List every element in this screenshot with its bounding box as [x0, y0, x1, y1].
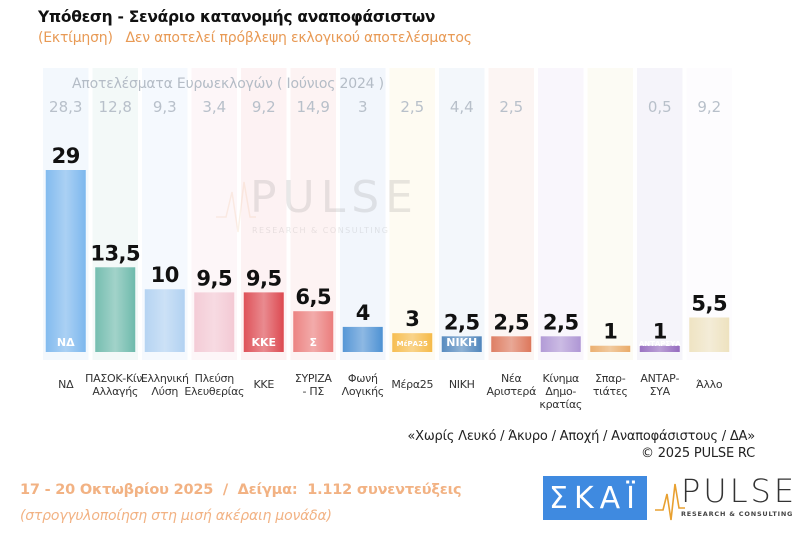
bar-value-label: 9,5: [246, 266, 282, 290]
category-label: Αριστερά: [486, 385, 536, 398]
rounding-note: (στρογγυλοποίηση στη μισή ακέραιη μονάδα…: [20, 508, 332, 524]
column-background: [538, 68, 584, 360]
bar: [639, 345, 680, 352]
column-background: [587, 68, 633, 360]
category-label: ΝΔ: [58, 378, 74, 391]
category-label: Νέα: [501, 372, 522, 385]
bar: [45, 170, 86, 352]
footnote-exclusions: «Χωρίς Λευκό / Άκυρο / Αποχή / Αναποφάσι…: [407, 429, 755, 444]
bar-value-label: 2,5: [444, 310, 480, 334]
survey-dates-sample: 17 - 20 Οκτωβρίου 2025 / Δείγμα: 1.112 σ…: [20, 482, 462, 498]
category-label: Ελληνική: [141, 372, 189, 385]
bar-value-label: 13,5: [90, 241, 140, 265]
pulse-logo-word: PULSE: [681, 472, 798, 510]
bar-value-label: 6,5: [295, 285, 331, 309]
category-label: Λογικής: [342, 385, 384, 398]
euro-value-label: 3: [358, 98, 368, 116]
category-label: Δημο-: [545, 385, 576, 398]
euro-results-title: Αποτελέσματα Ευρωεκλογών ( Ιούνιος 2024 …: [72, 76, 384, 92]
category-label: ΠΑΣΟΚ-Κίν.: [85, 372, 145, 385]
bar: [95, 267, 136, 352]
column-background: [389, 68, 435, 360]
euro-value-label: 4,4: [450, 98, 474, 116]
party-logo: ΜέΡΑ25: [397, 340, 428, 348]
category-label: Σπαρ-: [595, 372, 626, 385]
party-logo: Σ: [309, 336, 317, 349]
bar-value-label: 2,5: [543, 310, 579, 334]
footnote: «Χωρίς Λευκό / Άκυρο / Αποχή / Αναποφάσι…: [407, 428, 755, 462]
column-background: [340, 68, 386, 360]
bar: [293, 311, 334, 352]
bar-value-label: 5,5: [691, 291, 727, 315]
category-label: Άλλο: [696, 378, 723, 391]
watermark-word: PULSE: [250, 172, 419, 223]
euro-value-label: 9,2: [697, 98, 721, 116]
euro-value-label: 2,5: [499, 98, 523, 116]
category-label: Αλλαγής: [92, 385, 138, 398]
pulse-logo-sub: RESEARCH & CONSULTING: [681, 510, 794, 518]
party-logo: ΑΝΤΑΡΣΥΑ: [639, 340, 681, 348]
watermark-sub: RESEARCH & CONSULTING: [252, 226, 390, 235]
category-label: Μέρα25: [391, 378, 433, 391]
bar-value-label: 4: [356, 301, 370, 325]
bar: [491, 336, 532, 352]
party-logo: ΝΔ: [57, 336, 75, 349]
category-label: ΣΥΑ: [650, 385, 671, 398]
category-label: Ελευθερίας: [184, 385, 244, 398]
euro-value-label: 14,9: [297, 98, 330, 116]
euro-value-label: 0,5: [648, 98, 672, 116]
column-background: [637, 68, 683, 360]
category-label: Κίνημα: [542, 372, 579, 385]
euro-value-label: 9,2: [252, 98, 276, 116]
euro-value-label: 28,3: [49, 98, 82, 116]
pulse-wave-icon: [655, 483, 685, 521]
category-label: - ΠΣ: [303, 385, 325, 398]
column-background: [488, 68, 534, 360]
bar-value-label: 3: [405, 307, 419, 331]
party-logo: ΝΙΚΗ: [446, 336, 477, 349]
skai-logo: ΣΚΑΪ: [543, 476, 647, 520]
pulse-logo: PULSE RESEARCH & CONSULTING: [655, 472, 794, 522]
bar: [342, 326, 383, 352]
bar: [441, 336, 482, 352]
euro-value-label: 3,4: [202, 98, 226, 116]
bar: [590, 345, 631, 352]
euro-value-label: 2,5: [400, 98, 424, 116]
bar-value-label: 10: [151, 263, 179, 287]
column-background: [439, 68, 485, 360]
bar-chart: 28,329ΝΔΝΔ12,813,5ΠΑΣΟΚ-Κίν.Αλλαγής9,310…: [43, 68, 732, 411]
bar: [392, 333, 433, 352]
bar: [689, 317, 730, 352]
category-label: Πλεύση: [195, 372, 235, 385]
party-logo: ΚΚΕ: [251, 336, 276, 349]
pulse-watermark: PULSE RESEARCH & CONSULTING: [216, 172, 413, 242]
bar: [243, 292, 284, 352]
footnote-copyright: © 2025 PULSE RC: [640, 446, 755, 461]
bar: [194, 292, 235, 352]
pulse-wave-icon: [216, 181, 256, 233]
category-label: Λύση: [151, 385, 178, 398]
category-label: κρατίας: [539, 398, 582, 411]
euro-value-label: 12,8: [99, 98, 132, 116]
bar-value-label: 29: [52, 144, 80, 168]
category-label: ΑΝΤΑΡ-: [640, 372, 679, 385]
category-label: ΣΥΡΙΖΑ: [295, 372, 333, 385]
category-label: ΚΚΕ: [254, 378, 275, 391]
euro-value-label: 9,3: [153, 98, 177, 116]
chart-subtitle: (Εκτίμηση) Δεν αποτελεί πρόβλεψη εκλογικ…: [38, 30, 472, 46]
bar: [540, 336, 581, 352]
bar-value-label: 9,5: [196, 266, 232, 290]
bar-value-label: 1: [653, 320, 667, 344]
bar-value-label: 2,5: [493, 310, 529, 334]
bar-value-label: 1: [603, 320, 617, 344]
category-label: Φωνή: [348, 372, 378, 385]
bar: [144, 289, 185, 352]
category-label: τιάτες: [593, 385, 628, 398]
chart-title: Υπόθεση - Σενάριο κατανομής αναποφάσιστω…: [38, 8, 436, 26]
category-label: ΝΙΚΗ: [449, 378, 475, 391]
column-background: [686, 68, 732, 360]
